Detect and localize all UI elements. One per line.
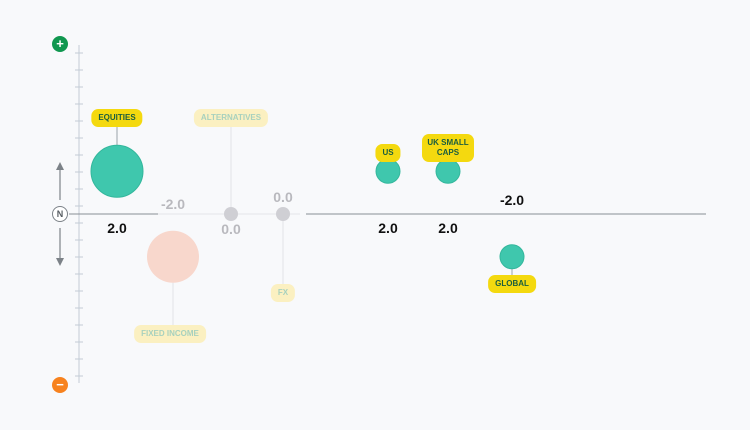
category-label: UK SMALL CAPS [422,134,474,162]
value-label: 0.0 [273,189,293,205]
neutral-icon: N [52,206,68,222]
value-label: 0.0 [221,221,241,237]
arrow-up-icon [56,162,64,170]
category-label: US [375,144,401,162]
category-label: EQUITIES [91,109,143,127]
value-label: -2.0 [499,192,525,208]
category-label: FX [270,284,296,302]
category-label: FIXED INCOME [134,325,206,343]
arrow-down-icon [56,258,64,266]
value-label: 2.0 [378,220,398,236]
data-bubble [224,207,238,221]
minus-icon: − [52,377,68,393]
value-label: -2.0 [160,196,186,212]
data-bubble [147,230,199,283]
data-bubble [435,158,461,184]
category-label: ALTERNATIVES [193,109,269,127]
plus-icon: + [52,36,68,52]
data-bubble [276,207,290,221]
data-bubble [90,144,144,198]
value-label: 2.0 [438,220,458,236]
category-label: GLOBAL [488,275,536,293]
data-bubble [499,244,525,270]
data-bubble [375,158,401,184]
value-label: 2.0 [107,220,127,236]
